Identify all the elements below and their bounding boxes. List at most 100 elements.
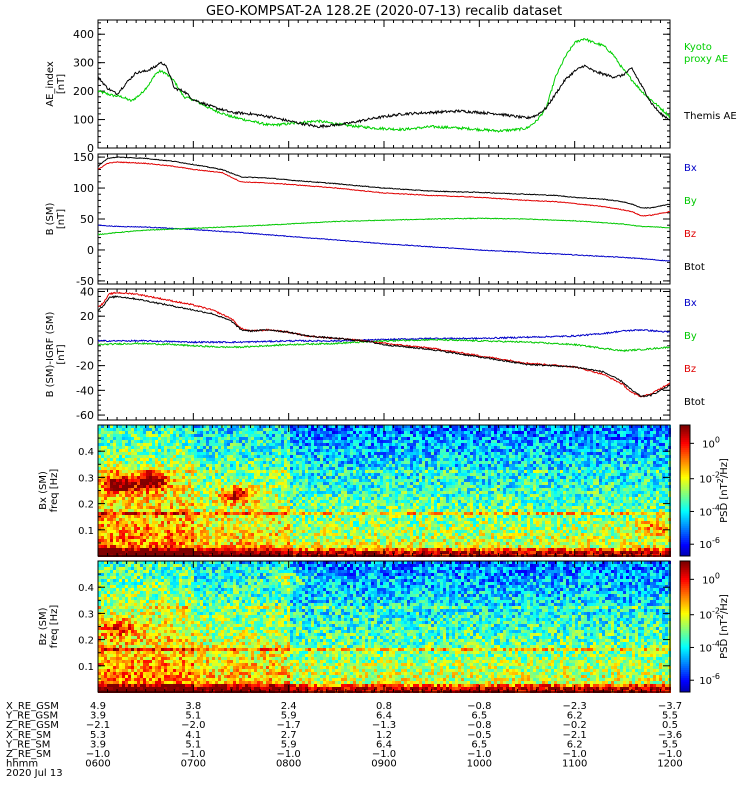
y-tick-label: 0.4 — [78, 583, 94, 594]
y-tick-label: 150 — [73, 151, 94, 164]
ephemeris-value: −0.2 — [563, 720, 587, 731]
y-axis-label: Bz (SM) — [38, 607, 49, 645]
ephemeris-value: 6.2 — [567, 739, 583, 750]
ephemeris-value: 0600 — [85, 759, 110, 770]
y-axis-label: freq [Hz] — [49, 469, 60, 513]
ephemeris-value: 5.5 — [662, 739, 678, 750]
ephemeris-value: 1000 — [467, 759, 492, 770]
series-line-bz — [98, 161, 670, 217]
ephemeris-value: 5.9 — [281, 711, 297, 722]
ephemeris-value: −1.0 — [658, 749, 682, 760]
y-tick-label: 0.3 — [78, 609, 94, 620]
ephemeris-value: 4.9 — [90, 701, 106, 712]
ephemeris-value: 5.3 — [90, 730, 106, 741]
legend-label: Kyoto — [684, 42, 712, 53]
colorbar-tick-label: 100 — [702, 435, 720, 450]
ephemeris-row-name: Y_RE_SM — [5, 739, 50, 750]
ephemeris-value: 6.5 — [471, 711, 487, 722]
y-tick-label: 100 — [73, 182, 94, 195]
colorbar-tick-label: 100 — [702, 571, 720, 586]
y-tick-label: -20 — [76, 360, 94, 373]
panel-ae: 0 100 200 300 400 AE_index [nT] — [45, 19, 671, 155]
ephemeris-row-name: Y_RE_GSM — [5, 711, 58, 722]
y-tick-label: 0 — [87, 142, 94, 155]
ephemeris-value: 5.1 — [185, 739, 201, 750]
colorbar-frame — [679, 424, 691, 557]
legend-label-bx: Bx — [684, 298, 697, 309]
y-tick-label: 0.4 — [78, 447, 94, 458]
ephemeris-value: 6.4 — [376, 739, 392, 750]
y-tick-label: 0.3 — [78, 473, 94, 484]
ephemeris-value: 6.4 — [376, 711, 392, 722]
ephemeris-value: −0.8 — [467, 701, 491, 712]
y-tick-label: 200 — [73, 85, 94, 98]
colorbar-tick-label: 10-4 — [699, 639, 720, 654]
y-axis-label: [nT] — [56, 344, 67, 364]
ephemeris-row-name: X_RE_SM — [6, 730, 51, 741]
y-tick-label: 0 — [87, 244, 94, 257]
y-tick-label: 0.2 — [78, 636, 94, 647]
legend-label-bz: Bz — [684, 229, 696, 240]
legend-label: proxy AE — [684, 54, 728, 65]
series-line-themis-ae — [98, 61, 670, 129]
panel-spec_bx: 0.10.20.30.4Bx (SM) freq [Hz]10010-210-41… — [38, 424, 730, 557]
colorbar-tick-label: 10-2 — [699, 607, 720, 622]
colorbar-tick-label: 10-6 — [699, 672, 720, 687]
y-tick-label: 100 — [73, 114, 94, 127]
ephemeris-value: −0.5 — [467, 730, 491, 741]
ephemeris-value: 1100 — [562, 759, 587, 770]
series-line-btot — [98, 295, 670, 398]
ephemeris-value: −1.0 — [372, 749, 396, 760]
spectrogram-cells — [98, 561, 671, 693]
ephemeris-value: −1.7 — [277, 720, 301, 731]
ephemeris-value: −3.6 — [658, 730, 682, 741]
y-axis-label: B (SM) — [45, 202, 56, 235]
y-axis-label: [nT] — [56, 74, 67, 94]
ephemeris-value: −1.0 — [563, 749, 587, 760]
figure-title: GEO-KOMPSAT-2A 128.2E (2020-07-13) recal… — [206, 4, 562, 19]
ephemeris-value: 4.1 — [185, 730, 201, 741]
panel-spec_bz: 0.10.20.30.4Bz (SM) freq [Hz]10010-210-41… — [38, 560, 730, 693]
ephemeris-value: −1.0 — [86, 749, 110, 760]
y-axis-label: freq [Hz] — [49, 605, 60, 649]
panel-bigrf: -60 -40 -20 0 20 40 B (SM)-IGRF (SM) [nT] — [45, 285, 671, 422]
ephemeris-value: 0.5 — [662, 720, 678, 731]
ephemeris-value: 0900 — [371, 759, 396, 770]
y-tick-label: 400 — [73, 28, 94, 41]
ephemeris-value: 3.9 — [90, 711, 106, 722]
ephemeris-date: 2020 Jul 13 — [6, 768, 63, 779]
series-line-by — [98, 217, 670, 236]
series-line-btot — [98, 156, 670, 209]
y-tick-label: 0.1 — [78, 526, 94, 537]
colorbar-tick-label: 10-6 — [699, 536, 720, 551]
ephemeris-value: −1.3 — [372, 720, 396, 731]
legend-label-btot: Btot — [684, 262, 705, 273]
legend-label-by: By — [684, 331, 697, 342]
ephemeris-row-name: X_RE_GSM — [6, 701, 59, 712]
ephemeris-row-name: Z_RE_GSM — [6, 720, 59, 731]
ephemeris-value: −3.7 — [658, 701, 682, 712]
series-line-by — [98, 338, 670, 353]
y-tick-label: -50 — [76, 275, 94, 288]
ephemeris-table: X_RE_GSM 4.9 3.8 2.4 0.8 −0.8 −2.3 −3.7 Y_RE_GSM… — [5, 701, 683, 779]
ephemeris-row-name: hhmm — [6, 759, 38, 770]
ephemeris-value: −2.0 — [181, 720, 205, 731]
colorbar-tick-label: 10-2 — [699, 471, 720, 486]
ephemeris-value: 2.7 — [281, 730, 297, 741]
colorbar: 100 10-2 10-4 10-6 PSD [nT2/Hz] — [679, 560, 730, 693]
ephemeris-value: 1200 — [657, 759, 682, 770]
y-tick-label: 0.2 — [78, 500, 94, 511]
ephemeris-value: −1.0 — [467, 749, 491, 760]
ephemeris-value: 0700 — [181, 759, 206, 770]
colorbar-label: PSD [nT2/Hz] — [716, 594, 730, 659]
y-tick-label: 300 — [73, 57, 94, 70]
ephemeris-value: 3.9 — [90, 739, 106, 750]
ephemeris-value: 0.8 — [376, 701, 392, 712]
series-line-bx — [98, 224, 670, 262]
y-tick-label: 20 — [80, 310, 94, 323]
legend-label-bx: Bx — [684, 163, 697, 174]
ephemeris-value: −1.0 — [277, 749, 301, 760]
colorbar-frame — [679, 560, 691, 693]
y-axis-label: AE_index — [45, 61, 56, 107]
